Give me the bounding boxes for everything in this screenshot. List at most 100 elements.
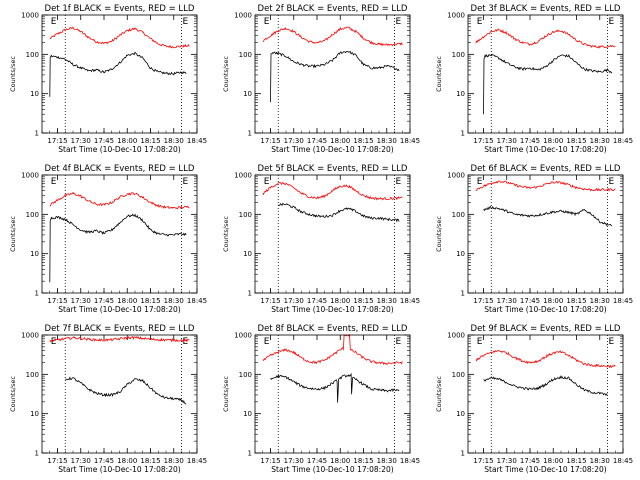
x-tick-label: 18:00 (117, 297, 137, 305)
x-axis-label: Start Time (10-Dec-10 17:08:20) (484, 305, 606, 314)
x-tick-label: 18:30 (377, 297, 397, 305)
events-series-line (270, 50, 400, 103)
x-tick-label: 18:45 (187, 457, 207, 465)
lld-series-line (262, 334, 403, 365)
x-tick-label: 18:00 (330, 297, 350, 305)
chart-panel-6: Det 6f BLACK = Events, RED = LLD Counts/s… (435, 164, 633, 314)
x-tick-label: 17:45 (307, 137, 327, 145)
x-tick-label: 17:30 (284, 297, 304, 305)
y-axis-label: Counts/sec (9, 56, 17, 92)
x-tick-label: 18:30 (164, 297, 184, 305)
x-tick-label: 18:30 (164, 457, 184, 465)
plot-frame (41, 14, 198, 134)
y-tick-label: 10 (243, 250, 252, 258)
x-tick-label: 17:30 (71, 457, 91, 465)
x-tick-label: 18:45 (613, 137, 633, 145)
x-tick-label: 18:00 (330, 457, 350, 465)
event-marker-label: E (183, 337, 189, 347)
event-marker-label: E (396, 337, 402, 347)
chart-title: Det 2f BLACK = Events, RED = LLD (258, 4, 408, 14)
y-tick-label: 1000 (234, 12, 252, 20)
x-tick-label: 18:15 (566, 297, 586, 305)
y-axis-label: Counts/sec (435, 376, 443, 412)
events-series-line (49, 51, 187, 97)
event-marker-label: E (477, 177, 483, 187)
y-tick-label: 1 (35, 290, 39, 298)
plot-frame (467, 334, 624, 454)
chart-panel-3: Det 3f BLACK = Events, RED = LLD Counts/s… (435, 4, 633, 154)
y-tick-label: 1 (461, 130, 465, 138)
y-axis-label: Counts/sec (222, 376, 230, 412)
x-tick-label: 17:15 (260, 297, 280, 305)
chart-title: Det 8f BLACK = Events, RED = LLD (258, 324, 408, 334)
y-tick-label: 100 (26, 51, 39, 59)
lld-series-line (475, 28, 616, 49)
y-tick-label: 1000 (447, 12, 465, 20)
y-tick-label: 10 (30, 90, 39, 98)
x-tick-label: 17:15 (47, 137, 67, 145)
y-tick-label: 100 (239, 51, 252, 59)
x-tick-label: 18:30 (164, 137, 184, 145)
lld-series-line (49, 191, 190, 210)
plot-frame (254, 174, 411, 294)
x-tick-label: 17:45 (307, 297, 327, 305)
events-series-line (483, 205, 613, 227)
x-tick-label: 18:00 (543, 297, 563, 305)
x-tick-label: 17:45 (520, 297, 540, 305)
lld-series-line (262, 181, 403, 201)
event-marker-label: E (396, 177, 402, 187)
event-marker-label: E (183, 177, 189, 187)
x-tick-label: 18:30 (377, 137, 397, 145)
x-tick-label: 18:00 (117, 137, 137, 145)
lld-series-line (475, 180, 616, 192)
x-tick-label: 17:15 (47, 457, 67, 465)
event-marker-label: E (51, 337, 57, 347)
event-marker-label: E (609, 337, 615, 347)
chart-title: Det 7f BLACK = Events, RED = LLD (45, 324, 195, 334)
y-tick-label: 1000 (21, 172, 39, 180)
event-marker-label: E (51, 17, 57, 27)
x-tick-label: 18:00 (543, 457, 563, 465)
x-tick-label: 17:30 (497, 457, 517, 465)
x-tick-label: 18:00 (543, 137, 563, 145)
x-tick-label: 18:45 (613, 297, 633, 305)
y-tick-label: 100 (452, 211, 465, 219)
chart-panel-5: Det 5f BLACK = Events, RED = LLD Counts/s… (222, 164, 420, 314)
y-tick-label: 100 (239, 211, 252, 219)
events-series-line (483, 53, 613, 115)
x-axis-label: Start Time (10-Dec-10 17:08:20) (58, 145, 180, 154)
plot-frame (254, 334, 411, 454)
chart-title: Det 1f BLACK = Events, RED = LLD (45, 4, 195, 14)
event-marker-label: E (264, 17, 270, 27)
x-tick-label: 17:30 (497, 137, 517, 145)
plot-frame (467, 174, 624, 294)
chart-title: Det 9f BLACK = Events, RED = LLD (471, 324, 621, 334)
y-tick-label: 1000 (21, 332, 39, 340)
y-tick-label: 1000 (234, 332, 252, 340)
x-tick-label: 17:30 (71, 137, 91, 145)
x-tick-label: 18:00 (330, 137, 350, 145)
x-tick-label: 17:30 (71, 297, 91, 305)
lld-series-line (262, 26, 403, 47)
x-tick-label: 18:45 (187, 297, 207, 305)
x-tick-label: 17:15 (473, 297, 493, 305)
event-marker-label: E (264, 177, 270, 187)
x-tick-label: 18:45 (613, 457, 633, 465)
x-tick-label: 17:15 (260, 457, 280, 465)
y-tick-label: 10 (30, 410, 39, 418)
x-tick-label: 17:45 (94, 137, 114, 145)
lld-series-line (49, 26, 190, 49)
x-tick-label: 17:30 (284, 457, 304, 465)
y-axis-label: Counts/sec (435, 216, 443, 252)
y-tick-label: 10 (30, 250, 39, 258)
x-tick-label: 18:30 (590, 137, 610, 145)
y-axis-label: Counts/sec (435, 56, 443, 92)
y-axis-label: Counts/sec (222, 56, 230, 92)
x-tick-label: 17:15 (260, 137, 280, 145)
events-series-line (483, 375, 608, 397)
y-axis-label: Counts/sec (222, 216, 230, 252)
lld-series-line (49, 335, 190, 343)
y-tick-label: 100 (26, 371, 39, 379)
y-tick-label: 1000 (21, 12, 39, 20)
x-tick-label: 18:45 (400, 457, 420, 465)
